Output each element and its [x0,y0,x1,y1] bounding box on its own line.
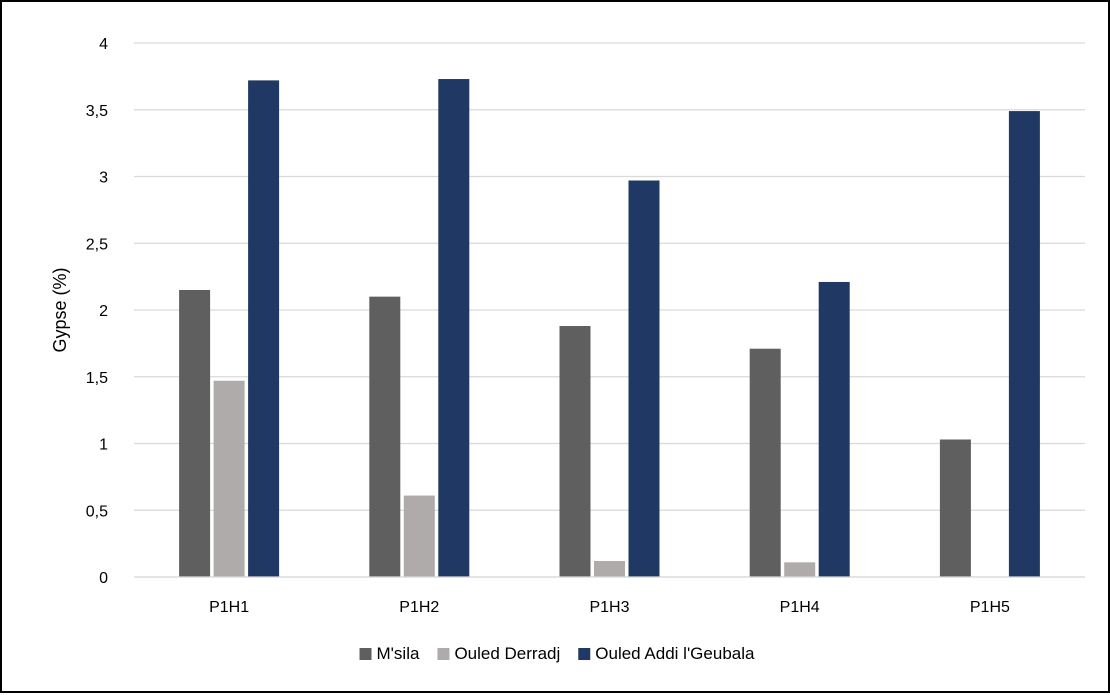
y-tick-label: 0,5 [86,503,108,520]
x-tick-label: P1H3 [589,599,629,616]
gridlines [134,42,1085,578]
legend-item: Ouled Addi l'Geubala [578,644,755,663]
legend-item: Ouled Derradj [437,644,560,663]
bar-2-p1h3 [594,560,625,577]
bar-3-p1h2 [438,79,470,578]
bar-1-p1h1 [179,289,211,577]
y-tick-label: 3,5 [86,103,108,120]
bar-1-p1h4 [749,348,781,577]
bar-2-p1h1 [213,380,245,577]
x-tick-label: P1H2 [399,599,439,616]
bar-3-p1h4 [818,281,850,577]
y-axis-ticks: 0 0,5 1 1,5 2 2,5 3 3,5 4 [86,36,108,587]
bar-2-p1h2 [403,495,435,577]
bar-2-p1h4 [784,562,816,577]
bar-3-p1h1 [248,80,280,577]
y-tick-label: 2 [99,303,108,320]
bar-1-p1h3 [559,326,591,577]
x-tick-label: P1H5 [970,599,1010,616]
y-tick-label: 2,5 [86,236,108,253]
y-tick-label: 3 [99,170,108,187]
bar-1-p1h5 [939,439,971,577]
bar-3-p1h3 [628,180,660,577]
legend-swatch [359,648,372,660]
y-tick-label: 0 [99,570,108,587]
bar-3-p1h5 [1008,111,1040,578]
y-tick-label: 1,5 [86,370,108,387]
bars [179,79,1040,578]
y-tick-label: 4 [99,36,108,53]
y-tick-label: 1 [99,437,108,454]
x-tick-label: P1H4 [780,599,820,616]
x-axis-ticks: P1H1 P1H2 P1H3 P1H4 P1H5 [134,576,1085,616]
legend-label: M'sila [377,644,420,663]
legend-swatch [437,648,450,660]
legend-label: Ouled Addi l'Geubala [595,644,755,663]
bar-1-p1h2 [369,296,401,577]
y-axis-title: Gypse (%) [50,267,70,352]
legend-label: Ouled Derradj [454,644,560,663]
x-tick-label: P1H1 [209,599,249,616]
legend-swatch [578,648,591,660]
legend-item: M'sila [359,644,420,663]
legend: M'sila Ouled Derradj Ouled Addi l'Geubala [359,644,755,663]
